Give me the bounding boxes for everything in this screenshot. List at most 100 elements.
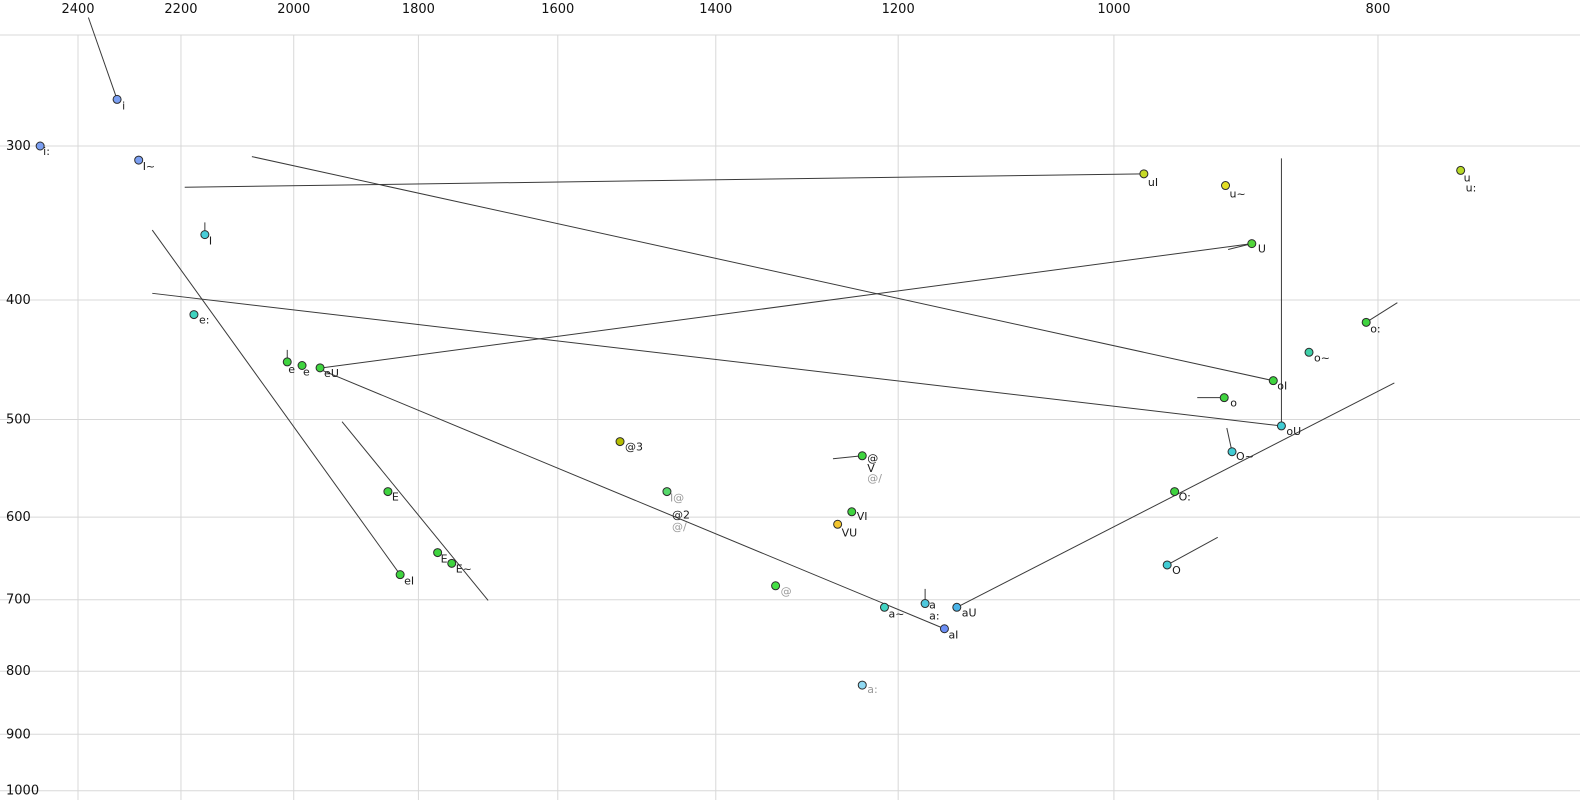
point-label-i:: i: [43, 145, 50, 158]
x-tick-label: 1400 [699, 2, 732, 17]
point-label-oU: oU [1286, 425, 1301, 438]
trajectory-line [152, 292, 1282, 427]
data-point-I [200, 230, 210, 240]
data-point-VU [833, 519, 843, 529]
data-point-eU [315, 363, 325, 373]
data-point-U [1247, 239, 1257, 249]
trajectory-line [321, 243, 1252, 369]
y-tick-label: 400 [6, 293, 31, 308]
data-point-aU [952, 602, 962, 612]
data-point-i [112, 94, 122, 104]
point-label-o:: o: [1370, 322, 1380, 335]
point-label-I@: I@ [670, 492, 684, 505]
data-point-E~ [447, 558, 457, 568]
point-label-aI: aI [948, 629, 958, 642]
x-tick-label: 1600 [541, 2, 574, 17]
data-point-@3 [615, 437, 625, 447]
point-label-u:: u: [1466, 181, 1477, 194]
point-label-uI: uI [1148, 176, 1158, 189]
data-point-o [1219, 393, 1229, 403]
point-label-e: e [288, 363, 295, 376]
point-label-O: O [1172, 564, 1181, 577]
data-point-I~ [134, 155, 144, 165]
point-label-a:: a: [929, 610, 939, 623]
x-tick-label: 2200 [164, 2, 197, 17]
point-label-E~: E~ [456, 562, 472, 575]
point-label-eI: eI [404, 575, 414, 588]
point-label-@/: @/ [867, 472, 882, 485]
point-label-O~: O~ [1236, 450, 1254, 463]
data-point-I@ [662, 487, 672, 497]
trajectory-line [341, 421, 489, 601]
trajectory-line [1365, 302, 1398, 323]
data-point-O [1162, 560, 1172, 570]
data-point-e [297, 360, 307, 370]
x-tick-label: 800 [1366, 2, 1391, 17]
point-label-a: a [929, 599, 936, 612]
data-point-oI [1268, 376, 1278, 386]
y-tick-label: 900 [6, 727, 31, 742]
data-point-o~ [1304, 347, 1314, 357]
point-label-U: U [1258, 243, 1266, 256]
trajectory-line [184, 173, 1144, 188]
point-label-i: i [122, 99, 125, 112]
point-label-u: u [1464, 171, 1471, 184]
data-point-u~ [1221, 181, 1231, 191]
trajectory-line [151, 229, 401, 575]
y-tick-label: 1000 [6, 784, 39, 799]
point-label-o: o [1230, 397, 1237, 410]
trajectory-line [321, 369, 945, 630]
data-point-e [282, 357, 292, 367]
y-tick-label: 600 [6, 510, 31, 525]
data-point-oU [1276, 421, 1286, 431]
trajectory-line [1166, 536, 1218, 566]
point-label-I: I [209, 235, 212, 248]
point-label-E: E [392, 491, 399, 504]
data-point-aI [939, 624, 949, 634]
data-point-E [433, 548, 443, 558]
data-point-a~ [879, 602, 889, 612]
x-tick-label: 2000 [277, 2, 310, 17]
trajectory-line [832, 455, 863, 460]
data-point-o: [1361, 317, 1371, 327]
data-point-uI [1139, 169, 1149, 179]
point-label-@3: @3 [625, 441, 643, 454]
point-label-I~: I~ [143, 160, 155, 173]
x-tick-label: 1000 [1097, 2, 1130, 17]
y-tick-label: 800 [6, 664, 31, 679]
data-point-eI [395, 570, 405, 580]
point-label-E: E [441, 553, 448, 566]
point-label-VI: VI [857, 510, 868, 523]
y-tick-label: 700 [6, 593, 31, 608]
point-label-aU: aU [962, 606, 977, 619]
point-label-a:: a: [867, 683, 877, 696]
data-point-i: [35, 141, 45, 151]
data-point-a: [857, 680, 867, 690]
data-point-@ [771, 581, 781, 591]
data-point-E [383, 487, 393, 497]
point-label-V: V [867, 462, 875, 475]
x-tick-label: 2400 [61, 2, 94, 17]
y-tick-label: 300 [6, 139, 31, 154]
data-point-e: [189, 310, 199, 320]
point-label-e: e [303, 365, 310, 378]
point-label-u~: u~ [1230, 188, 1246, 201]
data-point-VI [847, 507, 857, 517]
trajectory-line [87, 17, 118, 100]
point-label-@2: @2 [672, 509, 690, 522]
point-label-o~: o~ [1314, 351, 1330, 364]
x-tick-label: 1800 [402, 2, 435, 17]
point-label-e:: e: [199, 314, 209, 327]
point-label-a~: a~ [888, 607, 904, 620]
point-label-eU: eU [324, 367, 339, 380]
point-label-VU: VU [842, 526, 858, 539]
data-point-u [1456, 165, 1466, 175]
data-point-V [857, 451, 867, 461]
data-point-O~ [1227, 447, 1237, 457]
point-label-@/: @/ [672, 521, 687, 534]
point-label-oI: oI [1277, 380, 1287, 393]
trajectory-line [251, 156, 1274, 382]
point-label-@: @ [781, 585, 792, 598]
point-label-O:: O: [1179, 491, 1191, 504]
